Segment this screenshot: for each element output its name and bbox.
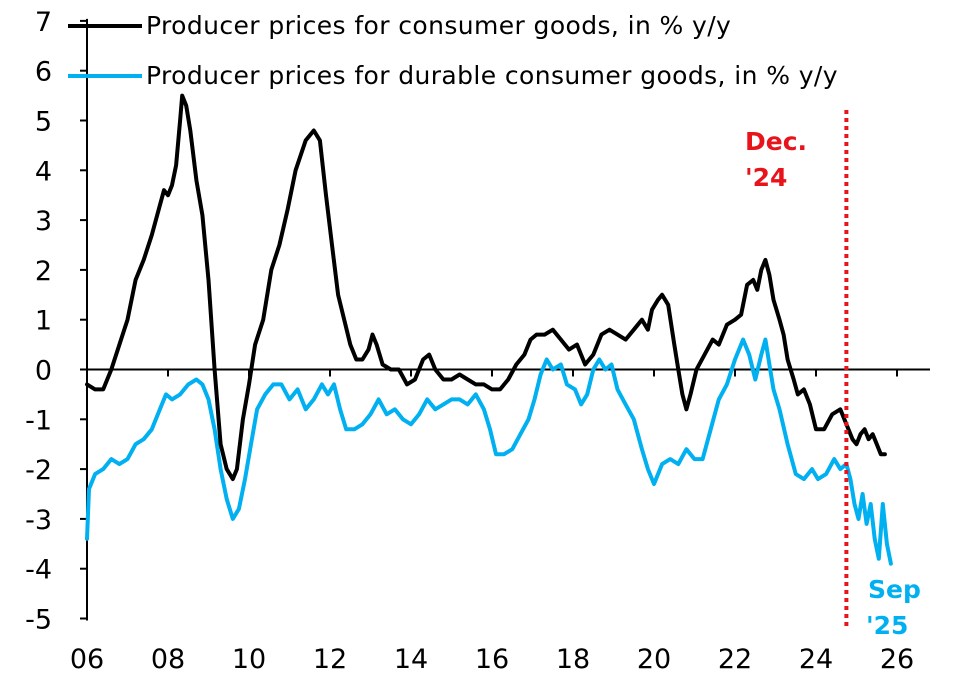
series-line-consumer-goods (85, 93, 887, 482)
dec-24-label-line2: '24 (745, 163, 787, 192)
dec-24-label-line1: Dec. (745, 127, 807, 156)
legend: Producer prices for consumer goods, in %… (68, 11, 838, 90)
x-tick-label: 20 (637, 644, 671, 675)
y-tick-label: 0 (35, 356, 52, 387)
y-tick-label: 7 (35, 7, 52, 38)
x-tick-label: 26 (880, 644, 914, 675)
y-tick-label: 5 (35, 107, 52, 138)
y-tick-label: 6 (35, 57, 52, 88)
series-lines (85, 93, 893, 566)
annotations: Dec. '24 Sep '25 (745, 127, 921, 640)
y-tick-label: -5 (25, 605, 52, 636)
x-tick-label: 18 (556, 644, 590, 675)
x-tick-label: 14 (394, 644, 428, 675)
x-tick-label: 12 (313, 644, 347, 675)
legend-label-consumer-goods: Producer prices for consumer goods, in %… (146, 11, 731, 40)
y-tick-label: -3 (25, 505, 52, 536)
x-tick-label: 24 (799, 644, 833, 675)
y-tick-label: 1 (35, 306, 52, 337)
x-tick-label: 08 (151, 644, 185, 675)
x-axis-ticks: 06 08 10 12 14 16 18 20 22 24 26 (70, 369, 914, 675)
sep-25-label-line2: '25 (866, 611, 908, 640)
x-tick-label: 22 (718, 644, 752, 675)
y-tick-label: -1 (25, 405, 52, 436)
sep-25-label-line1: Sep (868, 575, 921, 604)
y-tick-label: 3 (35, 206, 52, 237)
x-tick-label: 06 (70, 644, 104, 675)
x-tick-label: 16 (475, 644, 509, 675)
y-tick-label: 2 (35, 256, 52, 287)
x-tick-label: 10 (232, 644, 266, 675)
y-tick-label: -4 (25, 555, 52, 586)
legend-label-durable-goods: Producer prices for durable consumer goo… (146, 61, 838, 90)
series-line-durable-goods (85, 337, 893, 566)
y-tick-label: 4 (35, 156, 52, 187)
chart-axes (86, 18, 930, 621)
y-axis-ticks: 7 6 5 4 3 2 1 0 -1 -2 -3 -4 -5 (25, 7, 87, 636)
y-tick-label: -2 (25, 455, 52, 486)
